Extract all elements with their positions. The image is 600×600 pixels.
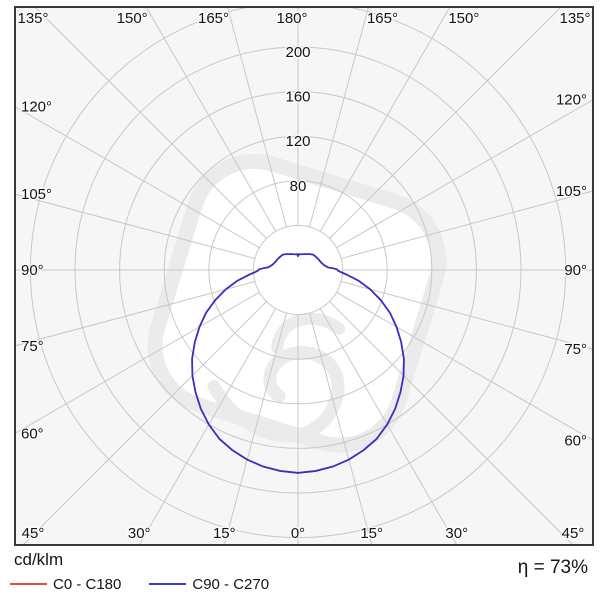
grid-spoke [309, 312, 373, 545]
angle-label: 75° [564, 341, 587, 358]
angle-label: 165° [367, 10, 398, 27]
angle-label: 45° [562, 525, 585, 542]
grid-spoke [329, 301, 574, 545]
angle-label: 90° [564, 262, 587, 279]
grid-spoke [227, 7, 287, 228]
polar-grid [15, 7, 593, 545]
angle-label: 135° [17, 10, 48, 27]
legend-line-c90-c270 [149, 583, 187, 585]
efficiency-value: η = 73% [517, 557, 588, 578]
legend-label-c0-c180: C0 - C180 [53, 575, 122, 593]
angle-label: 60° [21, 425, 44, 442]
grid-spoke [22, 301, 267, 545]
angle-label: 15° [213, 525, 236, 542]
angle-label: 150° [117, 10, 148, 27]
angle-label: 0° [291, 525, 305, 542]
grid-spoke [145, 7, 277, 232]
grid-spoke [34, 7, 267, 239]
radial-tick-label: 80 [290, 178, 307, 195]
radial-tick-label: 120 [285, 133, 310, 150]
grid-spoke [336, 291, 593, 441]
grid-spoke [340, 281, 593, 350]
angle-label: 120° [21, 99, 52, 116]
angle-label: 105° [556, 183, 587, 200]
angle-label: 90° [21, 262, 44, 279]
grid-spoke [329, 7, 562, 239]
watermark-logo [147, 153, 447, 453]
grid-spoke [138, 308, 277, 545]
radial-tick-label: 160 [285, 89, 310, 106]
angle-label: 180° [276, 10, 307, 27]
chart-frame [14, 6, 594, 546]
polar-chart: 80 120 160 200 0° 15° 15° 30° 30° 45° 45° 60° 60° 75°… [14, 6, 594, 546]
grid-spoke [15, 291, 260, 434]
grid-spoke [319, 7, 451, 232]
angle-label: 45° [22, 525, 45, 542]
legend: C0 - C180 C90 - C270 [10, 574, 297, 594]
radial-tick-label: 200 [285, 44, 310, 61]
legend-line-c0-c180 [10, 583, 47, 585]
angle-label: 105° [21, 186, 52, 203]
angle-label: 135° [559, 10, 590, 27]
angle-label: 15° [360, 525, 383, 542]
angle-label: 75° [21, 338, 44, 355]
grid-spoke [336, 99, 593, 249]
angle-label: 60° [564, 432, 587, 449]
unit-label: cd/klm [14, 550, 64, 569]
grid-spoke [340, 190, 593, 259]
angle-label: 165° [198, 10, 229, 27]
grid-spoke [15, 281, 256, 347]
grid-spoke [223, 312, 287, 545]
angle-label: 120° [556, 92, 587, 109]
angle-label: 150° [448, 10, 479, 27]
angle-label: 30° [445, 525, 468, 542]
angle-label: 30° [128, 525, 151, 542]
grid-spoke [15, 193, 256, 259]
grid-spoke [319, 308, 458, 545]
grid-spoke [15, 106, 260, 249]
legend-label-c90-c270: C90 - C270 [192, 575, 270, 593]
grid-spoke [309, 7, 369, 228]
curve-c90-c270 [191, 253, 405, 474]
